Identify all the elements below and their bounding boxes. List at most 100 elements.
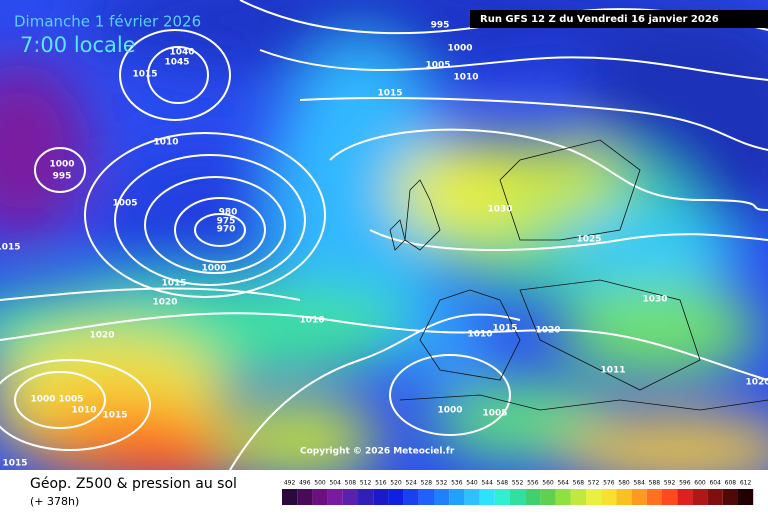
footer-title: Géop. Z500 & pression au sol [30,476,237,492]
isobar-label: 1020 [745,378,768,388]
legend-swatch [646,489,662,505]
isobar-label: 1000 [49,160,74,170]
legend-label: 528 [421,480,433,487]
isobar-label: 1000 [447,44,472,54]
forecast-date: Dimanche 1 février 2026 [14,13,201,31]
isobar-label: 970 [217,225,236,235]
legend-label: 532 [436,480,448,487]
isobar-label: 1015 [2,459,27,469]
isobar-label: 975 [217,217,236,227]
legend-label: 564 [557,480,569,487]
legend-label: 504 [329,480,341,487]
isobar-label: 1010 [299,316,324,326]
legend-label: 492 [284,480,296,487]
isobar-label: 1015 [377,89,402,99]
legend-label: 568 [573,480,585,487]
legend-swatch [722,489,738,505]
legend-label: 508 [345,480,357,487]
legend-swatch [692,489,708,505]
legend-swatch [464,489,480,505]
legend-label: 608 [725,480,737,487]
isobar-label: 1000 [201,264,226,274]
isobar-label: 1005 [482,409,507,419]
isobar-label: 1011 [600,366,625,376]
isobar-label: 1015 [0,243,21,253]
legend-label: 612 [740,480,752,487]
run-info: Run GFS 12 Z du Vendredi 16 janvier 2026 [480,14,719,25]
run-box [470,10,768,28]
legend-label: 560 [542,480,554,487]
legend-swatch [297,489,313,505]
legend-swatch [570,489,586,505]
legend-swatch [327,489,343,505]
legend-label: 520 [390,480,402,487]
legend-swatch [342,489,358,505]
legend-label: 496 [299,480,311,487]
isobar-label: 1005 [425,61,450,71]
isobar-label: 995 [53,172,72,182]
isobar-label: 1045 [164,58,189,68]
legend-label: 600 [694,480,706,487]
legend-label: 572 [588,480,600,487]
legend-swatch [449,489,465,505]
legend-swatch [525,489,541,505]
legend-label: 552 [512,480,524,487]
legend-swatch [358,489,374,505]
legend-label: 576 [603,480,615,487]
isobar-label: 1005 [112,199,137,209]
legend-label: 604 [709,480,721,487]
legend-label: 524 [405,480,417,487]
legend-swatch [373,489,389,505]
legend-label: 596 [679,480,691,487]
legend-swatch [403,489,419,505]
legend-label: 580 [618,480,630,487]
legend-swatch [707,489,723,505]
legend-swatch [677,489,693,505]
isobar-label: 1015 [161,279,186,289]
legend-swatch [631,489,647,505]
legend-swatch [616,489,632,505]
legend-label: 544 [481,480,493,487]
isobar-label: 1010 [71,406,96,416]
legend-swatch [586,489,602,505]
legend-label: 500 [314,480,326,487]
map-field [0,0,768,470]
legend-swatch [418,489,434,505]
legend-label: 540 [466,480,478,487]
legend-label: 548 [497,480,509,487]
isobar-label: 1010 [153,138,178,148]
isobar-label: 1015 [102,411,127,421]
legend-swatch [282,489,298,505]
legend-swatch [312,489,328,505]
isobar-label: 1010 [467,330,492,340]
isobar-label: 980 [219,208,238,218]
isobar-label: 1040 [169,48,194,58]
legend-swatch [494,489,510,505]
color-legend: 492 496 500 504 508 512 516 520 524 528 532 536 540 5… [282,480,754,505]
isobars [0,0,768,470]
isobar-label: 1020 [89,331,114,341]
isobar-label: 995 [431,21,450,31]
legend-swatch [662,489,678,505]
legend-swatch [540,489,556,505]
forecast-lead: (+ 378h) [30,495,79,508]
legend-label: 584 [633,480,645,487]
isobar-label: 1025 [576,235,601,245]
isobar-label: 1020 [152,298,177,308]
legend-swatch [434,489,450,505]
isobar-label: 1000 [30,395,55,405]
isobar-label: 1030 [642,295,667,305]
legend-swatch [510,489,526,505]
legend-label: 592 [664,480,676,487]
legend-swatch [555,489,571,505]
legend-swatch [479,489,495,505]
legend-swatch [738,489,754,505]
legend-swatch [601,489,617,505]
legend-label: 556 [527,480,539,487]
legend-label: 588 [649,480,661,487]
isobar-label: 1030 [487,205,512,215]
legend-label: 512 [360,480,372,487]
isobar-label: 1015 [132,70,157,80]
